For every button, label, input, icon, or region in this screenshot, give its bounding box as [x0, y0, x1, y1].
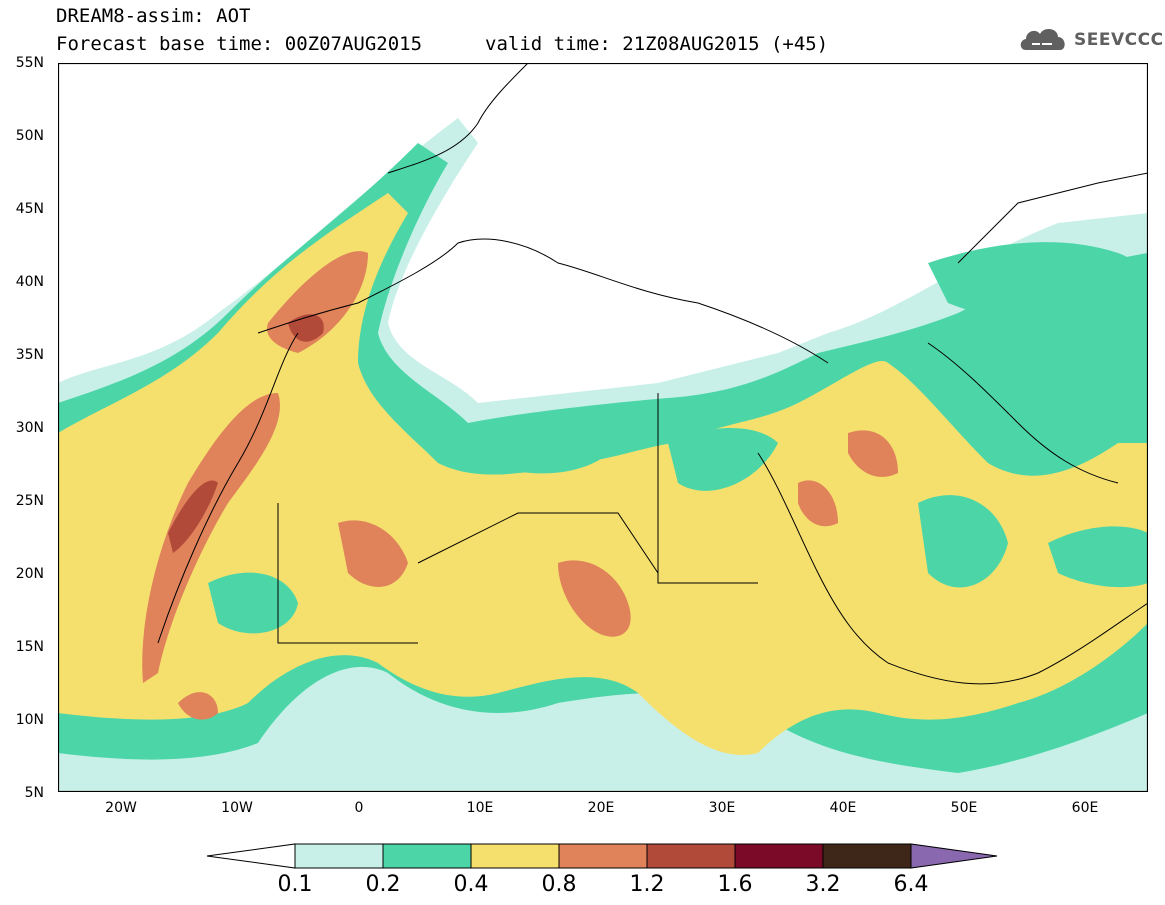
- lon-label-50E: 50E: [950, 800, 978, 816]
- lon-label-30E: 30E: [708, 800, 736, 816]
- lat-label-30N: 30N: [15, 420, 44, 436]
- colorbar-label: 0.2: [365, 872, 401, 897]
- colorbar: [206, 843, 998, 869]
- colorbar-label: 0.8: [541, 872, 577, 897]
- lon-label-20E: 20E: [587, 800, 615, 816]
- aot-map: [58, 63, 1148, 792]
- colorbar-label: 6.4: [893, 872, 929, 897]
- lat-label-25N: 25N: [15, 493, 44, 509]
- valid-time: valid time: 21Z08AUG2015 (+45): [485, 33, 829, 55]
- lon-label-40E: 40E: [829, 800, 857, 816]
- colorbar-arrow-high: [910, 843, 998, 869]
- chart-title: DREAM8-assim: AOT: [56, 5, 251, 27]
- lat-label-5N: 5N: [24, 785, 44, 801]
- colorbar-label: 0.4: [453, 872, 489, 897]
- lat-label-40N: 40N: [15, 274, 44, 290]
- colorbar-bin: [470, 843, 560, 869]
- lon-label-0: 0: [354, 800, 364, 816]
- lat-label-10N: 10N: [15, 712, 44, 728]
- colorbar-bin: [646, 843, 736, 869]
- seevccc-logo: SEEVCCC: [1018, 22, 1163, 58]
- lat-label-20N: 20N: [15, 566, 44, 582]
- colorbar-label: 0.1: [277, 872, 313, 897]
- colorbar-arrow-low: [206, 843, 296, 869]
- lon-label-20W: 20W: [105, 800, 137, 816]
- colorbar-bin: [734, 843, 824, 869]
- borders: [157, 63, 1148, 685]
- colorbar-bin: [558, 843, 648, 869]
- cloud-icon: [1020, 28, 1065, 50]
- colorbar-label: 3.2: [805, 872, 841, 897]
- forecast-base-time: Forecast base time: 00Z07AUG2015: [56, 33, 423, 55]
- colorbar-label: 1.2: [629, 872, 665, 897]
- lon-label-10E: 10E: [466, 800, 494, 816]
- lat-label-35N: 35N: [15, 347, 44, 363]
- lat-label-15N: 15N: [15, 639, 44, 655]
- lat-label-45N: 45N: [15, 201, 44, 217]
- lat-label-50N: 50N: [15, 128, 44, 144]
- colorbar-label: 1.6: [717, 872, 753, 897]
- colorbar-bin: [294, 843, 384, 869]
- colorbar-bin: [822, 843, 912, 869]
- colorbar-bin: [382, 843, 472, 869]
- lat-label-55N: 55N: [15, 55, 44, 71]
- aot-field: [58, 63, 1148, 792]
- lon-label-10W: 10W: [221, 800, 253, 816]
- logo-text: SEEVCCC: [1074, 30, 1164, 50]
- lon-label-60E: 60E: [1071, 800, 1099, 816]
